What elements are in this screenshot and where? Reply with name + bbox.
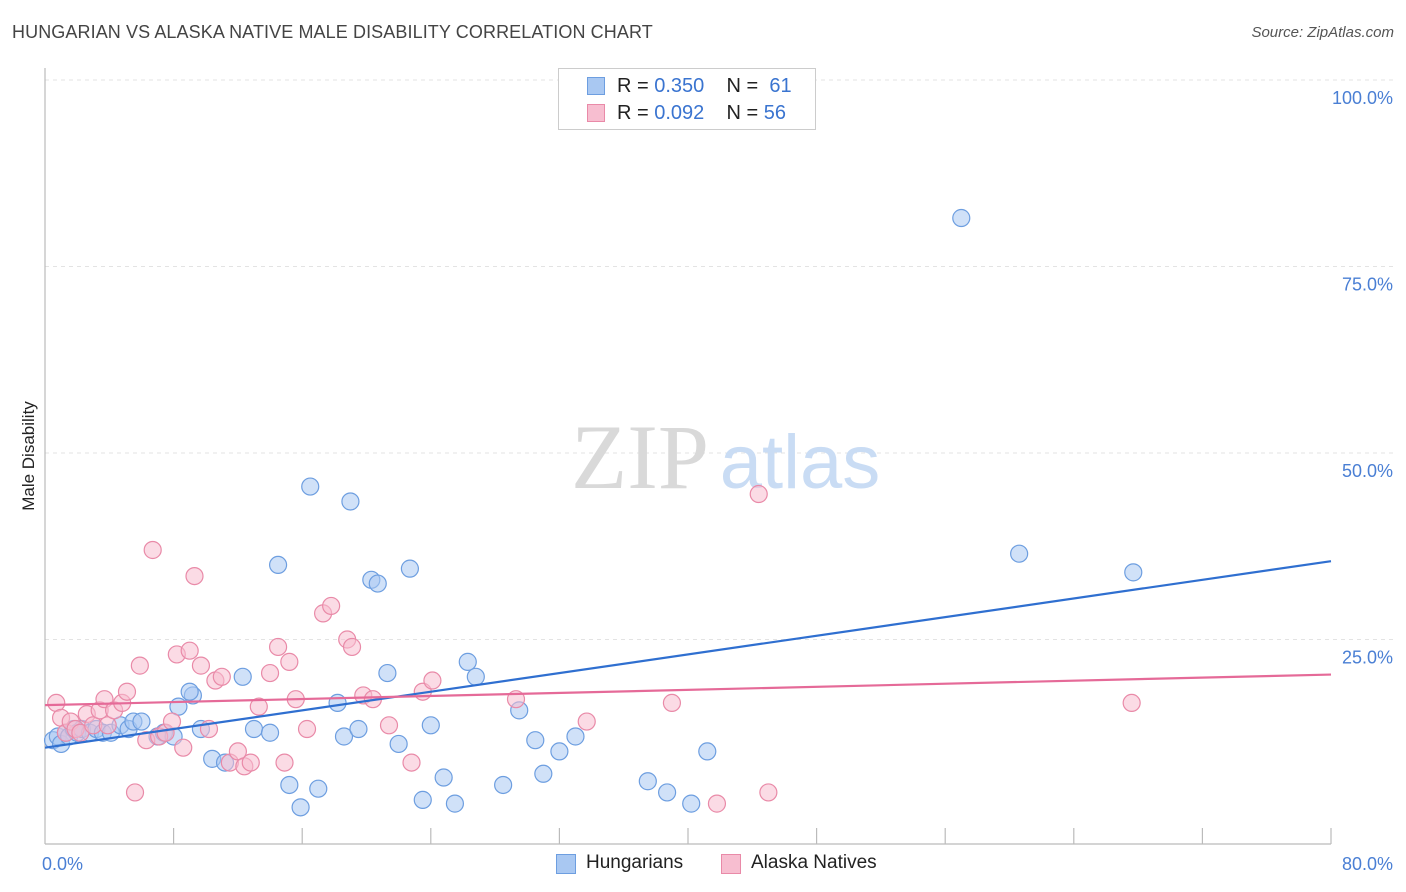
alaska-native-point — [249, 697, 268, 716]
legend-n-value-2: 56 — [763, 102, 787, 124]
legend-swatch-pink — [587, 104, 605, 122]
hungarian-point — [349, 719, 368, 739]
hungarian-point — [658, 783, 677, 802]
hungarian-point — [534, 764, 553, 783]
hungarian-point — [1124, 563, 1143, 582]
hungarian-point — [566, 727, 585, 746]
bottom-legend-swatch-blue — [556, 854, 576, 874]
alaska-native-point — [174, 738, 193, 757]
alaska-native-point — [423, 671, 442, 690]
legend-r-value-2: 0.092 — [654, 102, 705, 124]
alaska-native-point — [268, 637, 288, 657]
hungarian-point — [132, 712, 151, 731]
alaska-natives-trend-line — [44, 673, 1332, 707]
hungarian-point — [434, 768, 453, 787]
hungarian-point — [421, 716, 440, 735]
alaska-native-point — [402, 753, 421, 772]
hungarian-point — [494, 775, 513, 795]
hungarian-point — [180, 682, 199, 701]
legend-n-label-1: N = — [726, 75, 764, 97]
hungarian-point — [268, 555, 288, 575]
alaska-native-point — [180, 641, 199, 660]
source-label: Source: ZipAtlas.com — [1251, 24, 1394, 41]
watermark-atlas: atlas — [720, 420, 881, 505]
alaska-native-point — [662, 693, 682, 713]
hungarian-point — [952, 208, 971, 228]
hungarian-point — [400, 559, 420, 578]
hungarian-point — [526, 731, 545, 750]
hungarian-point — [638, 772, 657, 791]
alaska-native-point — [130, 656, 149, 675]
alaska-native-point — [185, 566, 204, 586]
alaska-native-point — [280, 652, 299, 671]
x-tick-label-80: 80.0% — [1342, 854, 1393, 874]
correlation-legend: R = 0.350 N = 61 R = 0.092 N = 56 — [558, 68, 816, 130]
data-points — [43, 208, 1143, 817]
hungarian-point — [458, 652, 477, 671]
hungarian-point — [260, 723, 280, 742]
legend-swatch-blue — [587, 77, 605, 95]
y-tick-label-25: 25.0% — [1342, 648, 1393, 668]
hungarian-point — [368, 574, 387, 593]
alaska-native-point — [275, 753, 294, 772]
hungarian-point — [309, 779, 328, 798]
alaska-native-point — [1122, 693, 1141, 713]
bottom-legend-label-alaska-natives: Alaska Natives — [751, 852, 877, 873]
legend-r-value-1: 0.350 — [654, 75, 705, 97]
hungarian-point — [698, 742, 717, 761]
hungarian-point — [389, 734, 408, 754]
hungarian-point — [682, 794, 701, 813]
hungarian-point — [413, 790, 432, 809]
grid-lines — [45, 79, 1394, 640]
x-tick-label-0: 0.0% — [42, 854, 83, 874]
hungarian-point — [280, 775, 299, 795]
alaska-native-point — [125, 783, 145, 802]
legend-r-label-2: R = — [617, 102, 655, 124]
alaska-native-point — [212, 667, 231, 686]
bottom-legend-swatch-pink — [721, 854, 741, 874]
alaska-native-point — [379, 716, 399, 735]
alaska-native-point — [191, 656, 211, 675]
hungarian-point — [466, 667, 485, 686]
axes — [44, 68, 1332, 845]
hungarian-point — [244, 719, 264, 739]
y-axis-label: Male Disability — [19, 401, 38, 511]
alaska-native-point — [342, 637, 362, 657]
watermark: ZIP atlas — [571, 406, 880, 508]
y-tick-label-50: 50.0% — [1342, 461, 1393, 481]
alaska-native-point — [759, 783, 778, 802]
hungarian-point — [1010, 544, 1029, 563]
bottom-legend-label-hungarians: Hungarians — [586, 852, 684, 873]
alaska-native-point — [117, 682, 137, 701]
legend-n-value-1: 61 — [769, 75, 792, 97]
alaska-native-point — [707, 794, 727, 813]
hungarian-point — [550, 742, 569, 761]
trend-lines — [44, 560, 1332, 749]
tick-labels: 25.0% 50.0% 75.0% 100.0% 0.0% 80.0% — [42, 88, 1393, 874]
watermark-zip: ZIP — [571, 406, 709, 508]
hungarian-point — [301, 477, 320, 496]
hungarians-trend-line — [44, 560, 1332, 749]
legend-r-label-1: R = — [617, 75, 655, 97]
legend-n-label-2: N = — [726, 102, 764, 124]
y-tick-label-100: 100.0% — [1332, 88, 1393, 108]
alaska-native-point — [297, 719, 317, 739]
alaska-native-point — [577, 712, 596, 731]
chart-title: HUNGARIAN VS ALASKA NATIVE MALE DISABILI… — [12, 22, 653, 42]
alaska-native-point — [143, 540, 162, 560]
alaska-native-point — [241, 753, 260, 772]
hungarian-point — [291, 798, 310, 817]
hungarian-point — [233, 667, 252, 686]
alaska-native-point — [260, 663, 280, 683]
alaska-native-point — [322, 596, 341, 616]
y-tick-label-75: 75.0% — [1342, 275, 1393, 295]
alaska-native-point — [749, 484, 768, 504]
hungarian-point — [341, 492, 360, 511]
hungarian-point — [378, 663, 397, 683]
hungarian-point — [334, 727, 354, 746]
hungarian-point — [445, 794, 465, 813]
